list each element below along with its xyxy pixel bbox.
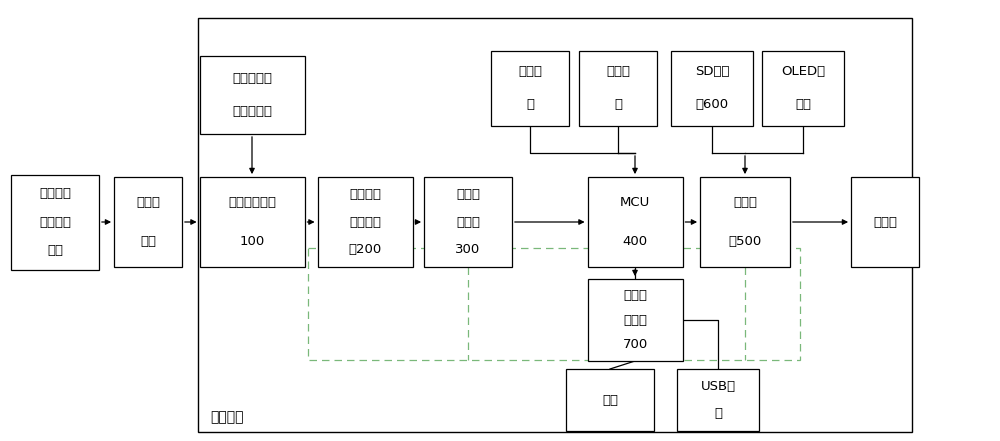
- Bar: [491, 51, 569, 126]
- Bar: [198, 18, 912, 432]
- Text: USB接: USB接: [700, 380, 736, 393]
- Text: 理模块: 理模块: [623, 314, 647, 326]
- Bar: [424, 177, 512, 267]
- Text: 块: 块: [614, 98, 622, 111]
- Text: 700: 700: [622, 338, 648, 351]
- Text: SD卡模: SD卡模: [695, 65, 729, 78]
- Bar: [200, 56, 304, 134]
- Text: 400: 400: [622, 235, 648, 248]
- Text: 用芯片: 用芯片: [456, 216, 480, 228]
- Text: 块500: 块500: [728, 235, 762, 248]
- Text: 硬件系统: 硬件系统: [210, 410, 244, 424]
- Text: 300: 300: [455, 243, 481, 256]
- Text: 开关按: 开关按: [518, 65, 542, 78]
- Text: 键: 键: [526, 98, 534, 111]
- Text: 块200: 块200: [348, 243, 382, 256]
- Text: 电源管: 电源管: [623, 289, 647, 302]
- Text: 块600: 块600: [695, 98, 729, 111]
- Bar: [566, 369, 654, 431]
- Bar: [11, 175, 99, 269]
- Bar: [308, 248, 800, 360]
- Bar: [677, 369, 759, 431]
- Text: MCU: MCU: [620, 196, 650, 209]
- Text: 预处理模: 预处理模: [349, 216, 381, 228]
- Text: 通讯模: 通讯模: [733, 196, 757, 209]
- Bar: [700, 177, 790, 267]
- Bar: [579, 51, 657, 126]
- Bar: [588, 177, 682, 267]
- Text: 心电专: 心电专: [456, 188, 480, 201]
- Bar: [114, 177, 182, 267]
- Text: 模块: 模块: [47, 244, 63, 257]
- Text: 接件: 接件: [140, 235, 156, 248]
- Text: 100: 100: [239, 235, 265, 248]
- Bar: [851, 177, 919, 267]
- Text: OLED显: OLED显: [781, 65, 825, 78]
- Text: 口: 口: [714, 407, 722, 420]
- Text: 示屏: 示屏: [795, 98, 811, 111]
- Text: 号输入模块: 号输入模块: [232, 105, 272, 119]
- Text: 电池: 电池: [602, 393, 618, 407]
- Text: 上位机: 上位机: [873, 216, 897, 228]
- Bar: [762, 51, 844, 126]
- Bar: [200, 177, 304, 267]
- Text: 信号输入: 信号输入: [39, 216, 71, 228]
- Text: 输入接口电路: 输入接口电路: [228, 196, 276, 209]
- Text: 模拟前端: 模拟前端: [349, 188, 381, 201]
- Bar: [588, 279, 682, 361]
- Text: 中间连: 中间连: [136, 196, 160, 209]
- Text: 震动模: 震动模: [606, 65, 630, 78]
- Text: 第二心电信: 第二心电信: [232, 71, 272, 85]
- Bar: [671, 51, 753, 126]
- Bar: [318, 177, 413, 267]
- Text: 第一心电: 第一心电: [39, 187, 71, 200]
